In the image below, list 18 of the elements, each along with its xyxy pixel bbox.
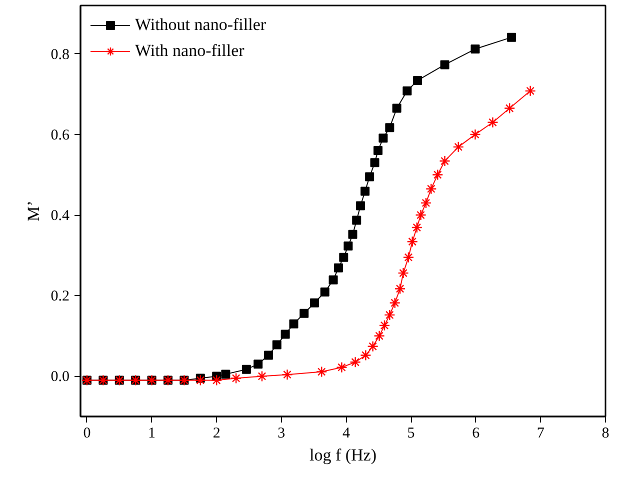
- y-tick-label: 0.2: [50, 288, 70, 305]
- legend-label: Without nano-filler: [135, 15, 266, 35]
- x-axis-title: log f (Hz): [309, 446, 377, 464]
- x-tick-label: 3: [278, 426, 286, 442]
- x-tick-label: 1: [148, 426, 156, 442]
- y-tick-label: 0.6: [50, 127, 70, 144]
- x-tick-label: 0: [83, 426, 91, 442]
- y-tick-label: 0.0: [50, 369, 70, 386]
- legend-label: With nano-filler: [135, 41, 244, 61]
- y-tick-label: 0.4: [50, 208, 70, 224]
- x-tick-label: 7: [536, 426, 545, 442]
- x-tick-label: 8: [602, 426, 610, 442]
- y-tick-label: 0.8: [50, 46, 70, 63]
- x-tick-label: 5: [407, 426, 415, 442]
- x-tick-label: 6: [472, 426, 480, 442]
- x-tick-label: 2: [212, 426, 220, 442]
- x-tick-label: 4: [342, 426, 350, 442]
- y-axis-title: M’: [24, 200, 43, 222]
